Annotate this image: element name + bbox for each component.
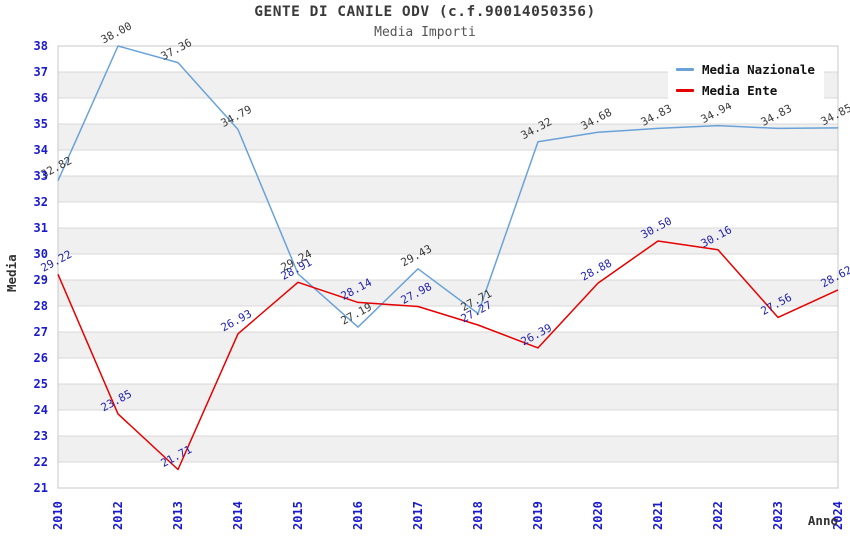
y-tick-label: 31 (34, 221, 48, 235)
x-tick-label: 2010 (51, 501, 65, 530)
y-tick-label: 32 (34, 195, 48, 209)
plot-band (58, 228, 838, 254)
plot-band (58, 436, 838, 462)
data-point-label: 38.00 (99, 19, 134, 46)
y-tick-label: 27 (34, 325, 48, 339)
y-tick-label: 28 (34, 299, 48, 313)
y-tick-label: 22 (34, 455, 48, 469)
legend-item-media-ente: Media Ente (676, 82, 824, 98)
y-tick-label: 24 (34, 403, 48, 417)
x-tick-label: 2014 (231, 501, 245, 530)
y-tick-label: 38 (34, 39, 48, 53)
series-line-media-nazionale (57, 45, 839, 328)
y-tick-label: 35 (34, 117, 48, 131)
x-tick-label: 2019 (531, 501, 545, 530)
plot-band (58, 280, 838, 306)
y-axis-title: Media (4, 254, 19, 292)
y-tick-label: 37 (34, 65, 48, 79)
x-tick-label: 2020 (591, 501, 605, 530)
x-tick-label: 2021 (651, 501, 665, 530)
chart-subtitle: Media Importi (374, 25, 476, 40)
data-point-label: 28.88 (579, 257, 614, 284)
legend-label-ente: Media Ente (702, 82, 778, 98)
legend-line-swatch-ente (676, 88, 694, 92)
x-tick-label: 2017 (411, 501, 425, 530)
legend: Media Nazionale Media Ente (668, 56, 824, 103)
y-tick-label: 21 (34, 481, 48, 495)
legend-label-nazionale: Media Nazionale (702, 61, 815, 77)
x-tick-label: 2015 (291, 501, 305, 530)
y-tick-label: 25 (34, 377, 48, 391)
x-tick-label: 2024 (831, 501, 845, 530)
y-tick-label: 36 (34, 91, 48, 105)
plot-band (58, 384, 838, 410)
y-tick-label: 26 (34, 351, 48, 365)
data-point-label: 37.36 (159, 36, 194, 63)
legend-item-media-nazionale: Media Nazionale (676, 61, 824, 77)
y-tick-label: 33 (34, 169, 48, 183)
y-tick-label: 29 (34, 273, 48, 287)
plot-band (58, 124, 838, 150)
plot-band (58, 176, 838, 202)
legend-line-swatch-nazionale (676, 67, 694, 71)
y-tick-label: 30 (34, 247, 48, 261)
y-tick-label: 23 (34, 429, 48, 443)
x-tick-label: 2022 (711, 501, 725, 530)
chart-title: GENTE DI CANILE ODV (c.f.90014050356) (254, 4, 596, 20)
x-tick-label: 2016 (351, 501, 365, 530)
plot-band (58, 332, 838, 358)
series-line-media-ente (57, 240, 839, 471)
x-tick-label: 2023 (771, 501, 785, 530)
data-point-label: 26.93 (219, 307, 254, 334)
x-tick-label: 2012 (111, 501, 125, 530)
x-axis-title: Anno (807, 513, 838, 528)
plot-border (57, 45, 839, 489)
y-tick-label: 34 (34, 143, 48, 157)
x-tick-label: 2013 (171, 501, 185, 530)
x-tick-label: 2018 (471, 501, 485, 530)
